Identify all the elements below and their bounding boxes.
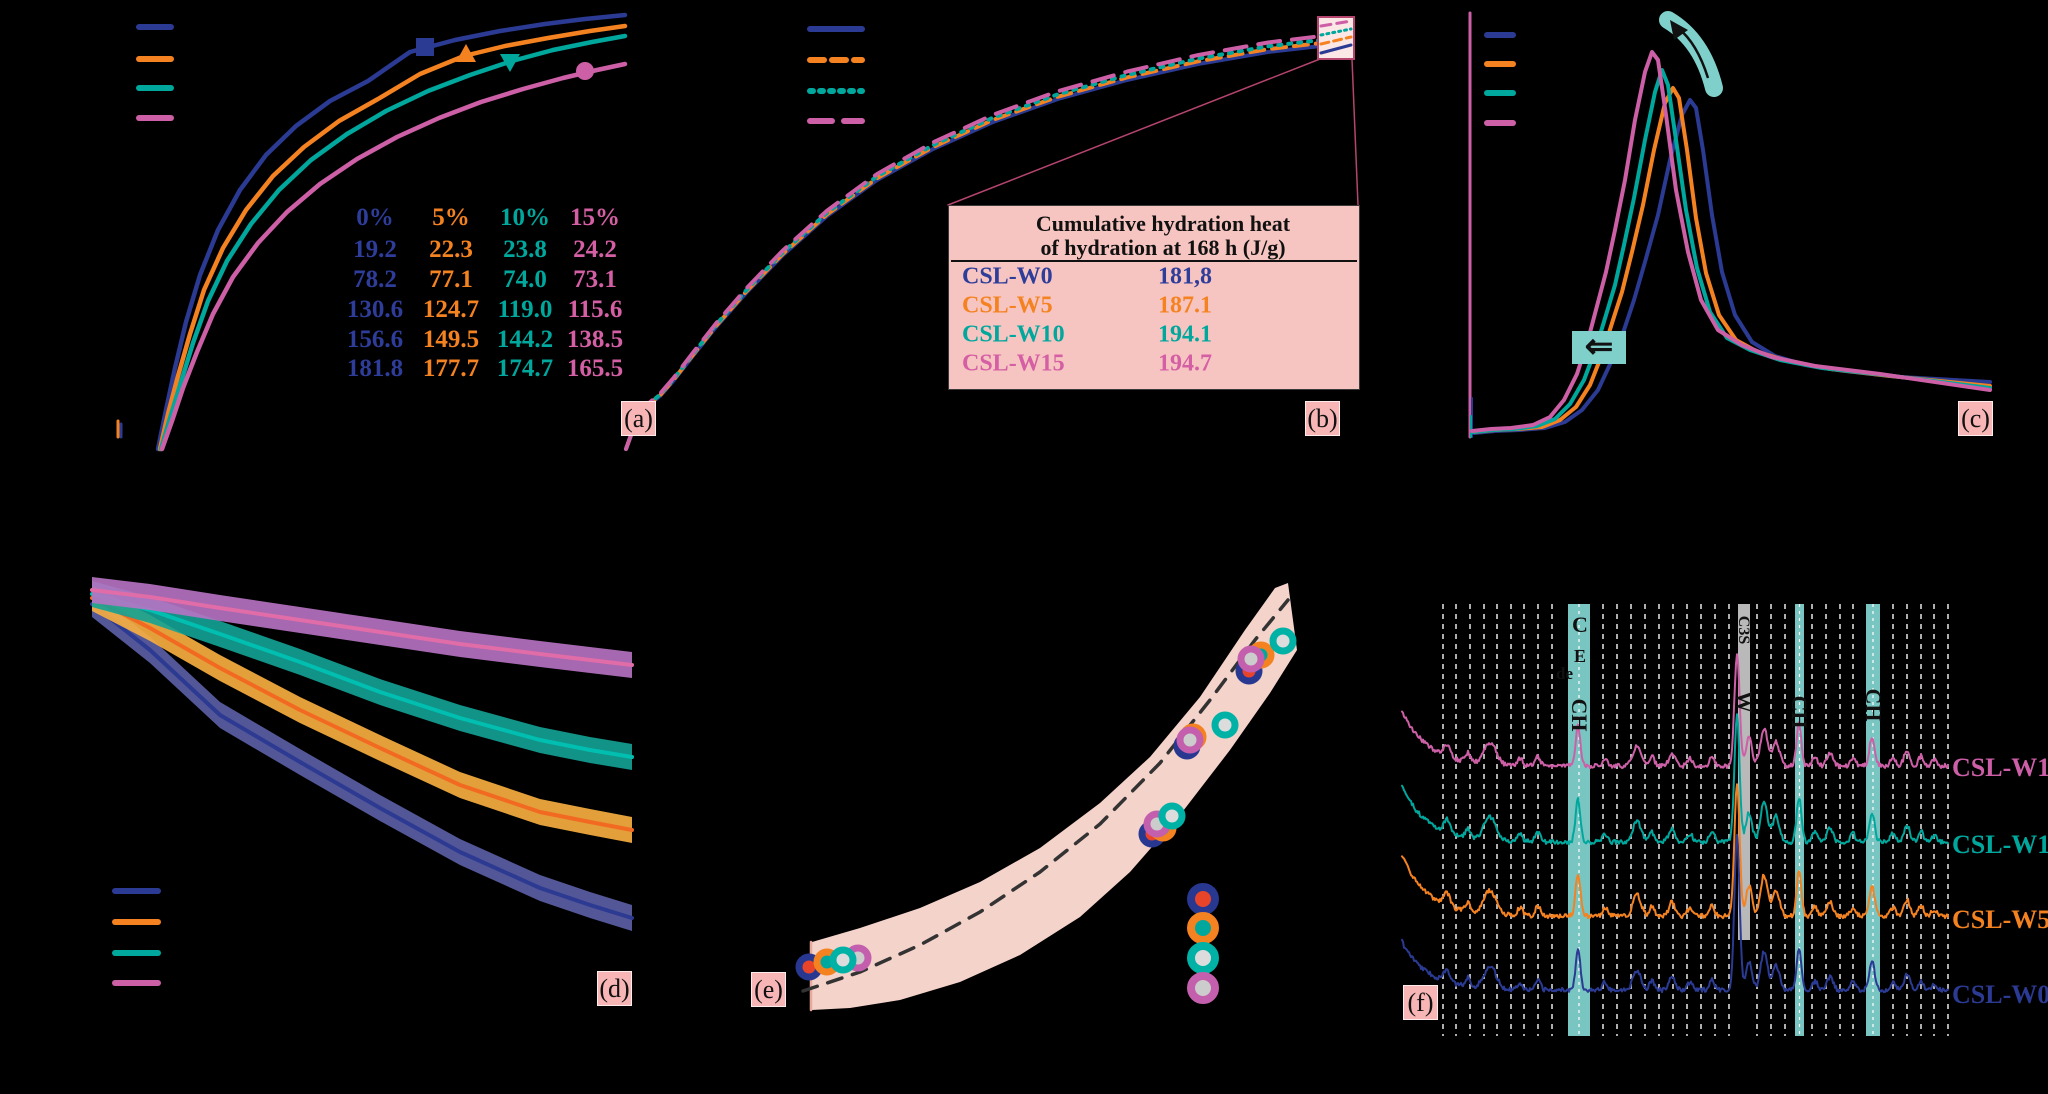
CSL-W0-heatflow-curve — [1472, 98, 1992, 435]
CSL-W15-curve — [159, 61, 628, 452]
CSL-W10-shrinkage-curve — [90, 592, 634, 759]
CSL-W10-triangle-down-marker — [500, 54, 520, 72]
CSL-W5-triangle-up-marker — [456, 44, 476, 62]
CSL-W5-curve — [624, 39, 1340, 451]
zoom-region-curve-stub — [1319, 19, 1353, 28]
CSL-W15-shrinkage-curve — [90, 588, 634, 667]
scatter-marker-center — [1165, 809, 1179, 823]
CSL-W5-xrd-trace — [1401, 783, 1949, 920]
CSL-W10-curve — [624, 36, 1340, 451]
CSL-W0-curve — [624, 42, 1340, 451]
legend-marker-CSL-W15-ring — [1187, 972, 1219, 1004]
scatter-marker-ring — [829, 946, 857, 974]
CSL-W0-shrinkage-curve — [90, 602, 634, 920]
scatter-marker-center — [1183, 733, 1197, 747]
panel-f-xrd-patterns — [1401, 604, 1949, 1036]
scatter-marker-center — [1218, 718, 1232, 732]
scatter-marker-ring — [1237, 645, 1265, 673]
legend-marker-CSL-W0-center — [1194, 890, 1212, 908]
ch-highlight-band — [1795, 604, 1804, 1036]
curved-arrow-head-icon — [1670, 20, 1688, 40]
inset-callout-line — [1351, 58, 1359, 206]
inset-callout-line — [947, 58, 1321, 206]
legend-marker-CSL-W5-ring — [1187, 912, 1219, 944]
panel-e-scatter-trend — [795, 583, 1297, 1012]
zoom-region-curve-stub — [1319, 27, 1353, 37]
scatter-marker-center — [802, 960, 816, 974]
CSL-W15-curve — [624, 32, 1340, 451]
scatter-marker-ring — [1211, 711, 1239, 739]
legend-marker-CSL-W5-center — [1194, 919, 1212, 937]
confidence-band — [812, 583, 1297, 1010]
CSL-W15-circle-marker — [576, 62, 594, 80]
ch-highlight-band — [1568, 604, 1590, 1036]
trend-dashed-line — [801, 598, 1290, 993]
legend-marker-CSL-W15-center — [1194, 979, 1212, 997]
ch-highlight-band — [1866, 604, 1880, 1036]
panel-a-cumulative-heat — [136, 12, 628, 452]
CSL-W10-xrd-trace — [1401, 713, 1949, 846]
CSL-W10-curve — [158, 33, 628, 452]
CSL-W10-uncertainty-band — [92, 581, 632, 770]
left-arrow-box — [1572, 331, 1626, 364]
CSL-W0-curve — [155, 12, 628, 452]
CSL-W5-shrinkage-curve — [90, 596, 634, 832]
legend-marker-CSL-W10-ring — [1187, 942, 1219, 974]
CSL-W0-square-marker — [416, 38, 434, 56]
CSL-W15-heatflow-curve — [1470, 50, 1992, 433]
panel-d-chemical-shrinkage — [90, 419, 634, 986]
scatter-marker-center — [836, 953, 850, 967]
scatter-marker-center — [1276, 634, 1290, 648]
CSL-W0-xrd-trace — [1401, 833, 1949, 994]
panel-c-heat-flow — [1468, 11, 1992, 439]
CSL-W15-xrd-trace — [1401, 653, 1949, 770]
scatter-marker-ring — [1269, 627, 1297, 655]
legend-marker-CSL-W10-center — [1194, 949, 1212, 967]
scatter-marker-ring — [1176, 726, 1204, 754]
scatter-marker-center — [1244, 652, 1258, 666]
zoom-region-curve-stub — [1319, 43, 1353, 55]
zoom-region-curve-stub — [1319, 35, 1353, 46]
scatter-marker-ring — [1158, 802, 1186, 830]
CSL-W0-uncertainty-band — [92, 591, 632, 931]
panel-b-cumulative-heat-inset — [624, 16, 1359, 451]
CSL-W5-uncertainty-band — [92, 585, 632, 843]
legend-marker-CSL-W0-ring — [1187, 883, 1219, 915]
CSL-W5-curve — [157, 23, 628, 452]
